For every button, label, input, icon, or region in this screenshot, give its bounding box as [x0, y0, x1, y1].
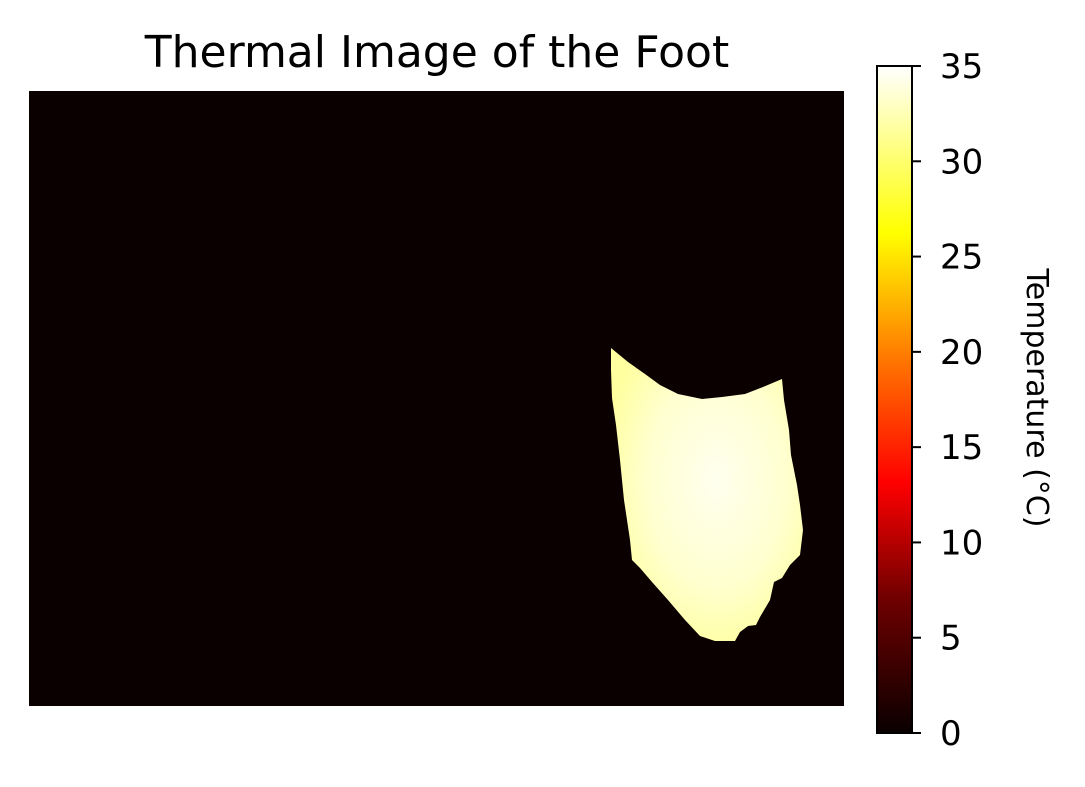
colorbar-tick-label: 15 — [940, 428, 983, 468]
colorbar-tick-label: 25 — [940, 238, 983, 278]
colorbar-tick-label: 10 — [940, 523, 983, 563]
colorbar-tick-label: 30 — [940, 142, 983, 182]
foot-hot-region — [611, 348, 803, 641]
colorbar-tick-label: 5 — [940, 619, 962, 659]
chart-title: Thermal Image of the Foot — [144, 27, 729, 78]
colorbar-gradient — [876, 65, 913, 734]
colorbar-tick-label: 35 — [940, 47, 983, 87]
colorbar-tick-label: 0 — [940, 714, 962, 754]
colorbar-label: Temperature (°C) — [1019, 268, 1054, 528]
colorbar-tick-label: 20 — [940, 333, 983, 373]
colorbar-ticks: 0 5 10 15 20 25 30 35 — [912, 47, 983, 754]
heatmap-image — [29, 91, 844, 706]
colorbar: 0 5 10 15 20 25 30 35 — [876, 47, 983, 754]
